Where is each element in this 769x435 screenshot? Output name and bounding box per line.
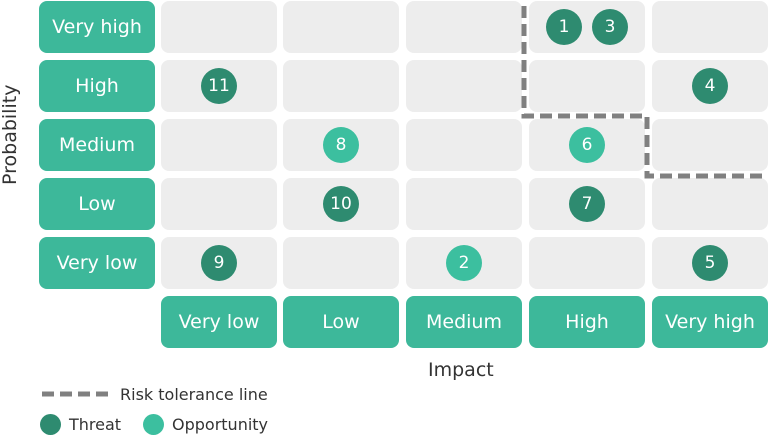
risk-dot-8: 8 [323, 127, 359, 163]
matrix-cell [283, 1, 399, 53]
impact-label-high: High [529, 296, 645, 348]
matrix-cell [161, 178, 277, 230]
legend-tolerance-label: Risk tolerance line [120, 385, 268, 404]
risk-dot-9: 9 [201, 245, 237, 281]
risk-dot-1: 1 [546, 9, 582, 45]
matrix-cell [652, 119, 768, 171]
matrix-cell [652, 1, 768, 53]
legend-opportunity-swatch [143, 414, 164, 435]
probability-label-high: High [39, 60, 155, 112]
risk-dot-2: 2 [446, 245, 482, 281]
probability-label-very-high: Very high [39, 1, 155, 53]
risk-dot-5: 5 [692, 245, 728, 281]
probability-label-very-low: Very low [39, 237, 155, 289]
risk-dot-10: 10 [323, 186, 359, 222]
risk-dot-3: 3 [592, 9, 628, 45]
matrix-cell [652, 178, 768, 230]
matrix-cell [406, 178, 522, 230]
probability-label-low: Low [39, 178, 155, 230]
x-axis-title: Impact [428, 359, 494, 381]
impact-label-medium: Medium [406, 296, 522, 348]
matrix-cell [406, 119, 522, 171]
matrix-cell [406, 60, 522, 112]
risk-dot-11: 11 [201, 68, 237, 104]
risk-dot-7: 7 [569, 186, 605, 222]
matrix-cell [529, 60, 645, 112]
legend-threat-label: Threat [69, 415, 122, 434]
risk-dot-4: 4 [692, 68, 728, 104]
matrix-cell [283, 60, 399, 112]
tolerance-legend-swatch [42, 391, 108, 397]
legend-opportunity-label: Opportunity [172, 415, 269, 434]
matrix-cell [161, 119, 277, 171]
legend-threat-swatch [40, 414, 61, 435]
matrix-cell [283, 237, 399, 289]
impact-label-very-high: Very high [652, 296, 768, 348]
matrix-cell [161, 1, 277, 53]
matrix-cell [406, 1, 522, 53]
risk-dot-6: 6 [569, 127, 605, 163]
impact-label-low: Low [283, 296, 399, 348]
probability-label-medium: Medium [39, 119, 155, 171]
impact-label-very-low: Very low [161, 296, 277, 348]
matrix-cell [529, 237, 645, 289]
